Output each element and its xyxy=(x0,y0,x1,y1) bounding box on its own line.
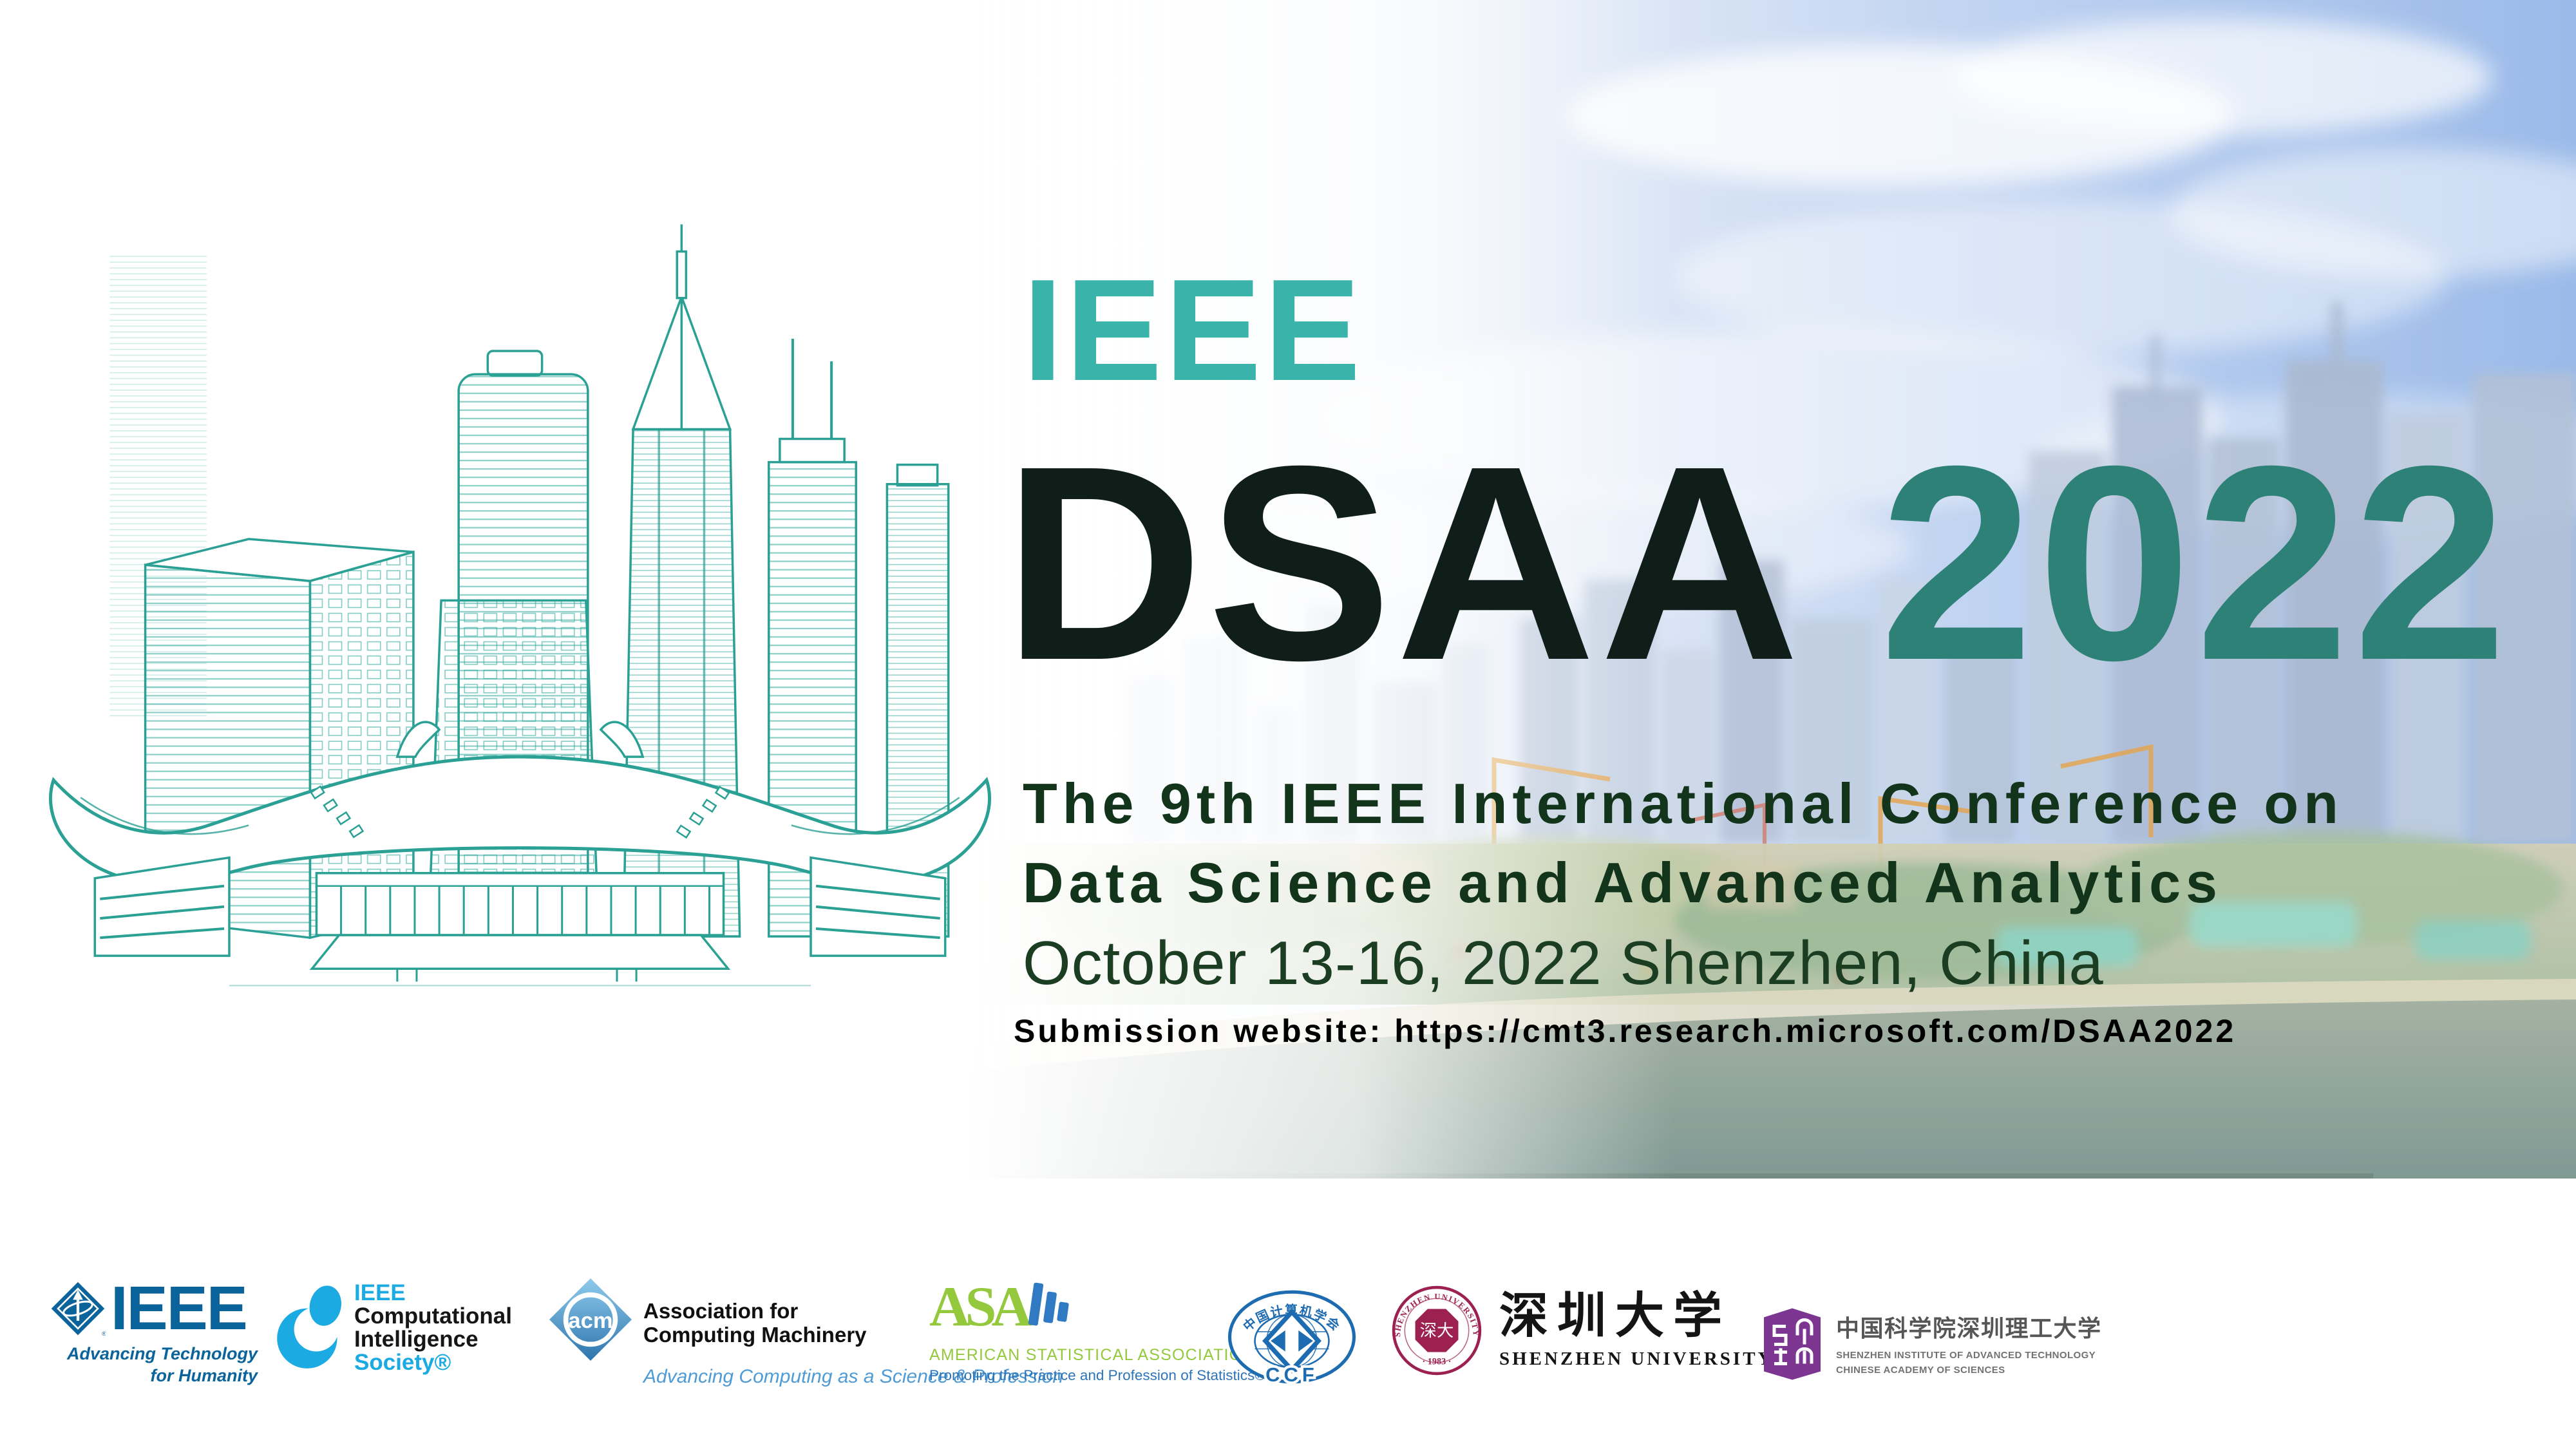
conference-acronym: DSAA xyxy=(1003,409,1804,718)
shenzhen-university-logo: SHENZHEN UNIVERSITY 深大 · 1983 · 深圳大学 SHE… xyxy=(1391,1285,1774,1376)
ieee-logo: ® IEEE Advancing Technology for Humanity xyxy=(50,1278,263,1387)
svg-text:acm: acm xyxy=(568,1309,612,1333)
svg-text:®: ® xyxy=(102,1331,106,1336)
submission-website-line: Submission website: https://cmt3.researc… xyxy=(1014,1013,2237,1049)
acm-logo-text: Association for Computing Machinery Adva… xyxy=(643,1299,1064,1387)
shenzhen-skyline-lineart xyxy=(49,224,991,987)
asa-wordmark: ASA xyxy=(929,1276,1032,1338)
acm-tagline: Advancing Computing as a Science & Profe… xyxy=(643,1366,1064,1387)
cis-logo-text: IEEE Computational Intelligence Society® xyxy=(354,1280,512,1375)
sponsor-logo-strip: ® IEEE Advancing Technology for Humanity… xyxy=(0,1249,2576,1449)
conference-title: The 9th IEEE International Conference on… xyxy=(1023,764,2344,922)
asa-name-line: AMERICAN STATISTICAL ASSOCIATION xyxy=(929,1346,1255,1364)
siat-chinese-name: 中国科学院深圳理工大学 xyxy=(1836,1315,2102,1341)
siat-logo-text: 中国科学院深圳理工大学 SHENZHEN INSTITUTE OF ADVANC… xyxy=(1836,1310,2102,1378)
conference-title-line1: The 9th IEEE International Conference on xyxy=(1023,772,2344,835)
asa-logo: ASA AMERICAN STATISTICAL ASSOCIATION Pro… xyxy=(929,1276,1265,1384)
ieee-cis-logo: IEEE Computational Intelligence Society® xyxy=(276,1282,512,1374)
asa-tagline: Promoting the Practice and Profession of… xyxy=(929,1367,1265,1383)
ieee-diamond-icon: ® xyxy=(51,1282,106,1336)
conference-year: 2022 xyxy=(1879,409,2511,718)
cis-head-icon xyxy=(277,1285,341,1368)
ieee-logo-wordmark: IEEE xyxy=(111,1274,248,1343)
siat-book-icon xyxy=(1764,1308,1821,1380)
asa-bars-icon xyxy=(1028,1282,1069,1326)
organization-wordmark: IEEE xyxy=(1023,249,1363,411)
siat-english-name: SHENZHEN INSTITUTE OF ADVANCED TECHNOLOG… xyxy=(1836,1350,2096,1376)
acm-logo: acm Association for Computing Machinery … xyxy=(549,1278,1063,1388)
szu-seal-year: · 1983 · xyxy=(1423,1357,1452,1367)
siat-logo: 中国科学院深圳理工大学 SHENZHEN INSTITUTE OF ADVANC… xyxy=(1760,1306,2102,1382)
szu-english-name: SHENZHEN UNIVERSITY xyxy=(1499,1348,1774,1369)
ieee-tagline: Advancing Technology for Humanity xyxy=(66,1344,258,1385)
conference-acronym-year: DSAA 2022 xyxy=(1003,425,2511,702)
conference-title-line2: Data Science and Advanced Analytics xyxy=(1023,851,2222,914)
szu-chinese-name: 深圳大学 xyxy=(1499,1288,1731,1343)
conference-date-location: October 13-16, 2022 Shenzhen, China xyxy=(1023,929,2104,998)
ccf-seal-icon: 中国计算机学会 CCF xyxy=(1227,1290,1356,1386)
ccf-seal-logo: 中国计算机学会 CCF xyxy=(1226,1287,1358,1386)
szu-logo-text: 深圳大学 SHENZHEN UNIVERSITY xyxy=(1499,1288,1774,1370)
szu-seal-icon: SHENZHEN UNIVERSITY 深大 · 1983 · xyxy=(1392,1285,1482,1376)
szu-seal-center-text: 深大 xyxy=(1420,1321,1454,1340)
ccf-wordmark: CCF xyxy=(1265,1363,1318,1386)
shenzhen-city-photo-background xyxy=(966,0,2576,1179)
acm-diamond-icon: acm xyxy=(549,1278,632,1361)
